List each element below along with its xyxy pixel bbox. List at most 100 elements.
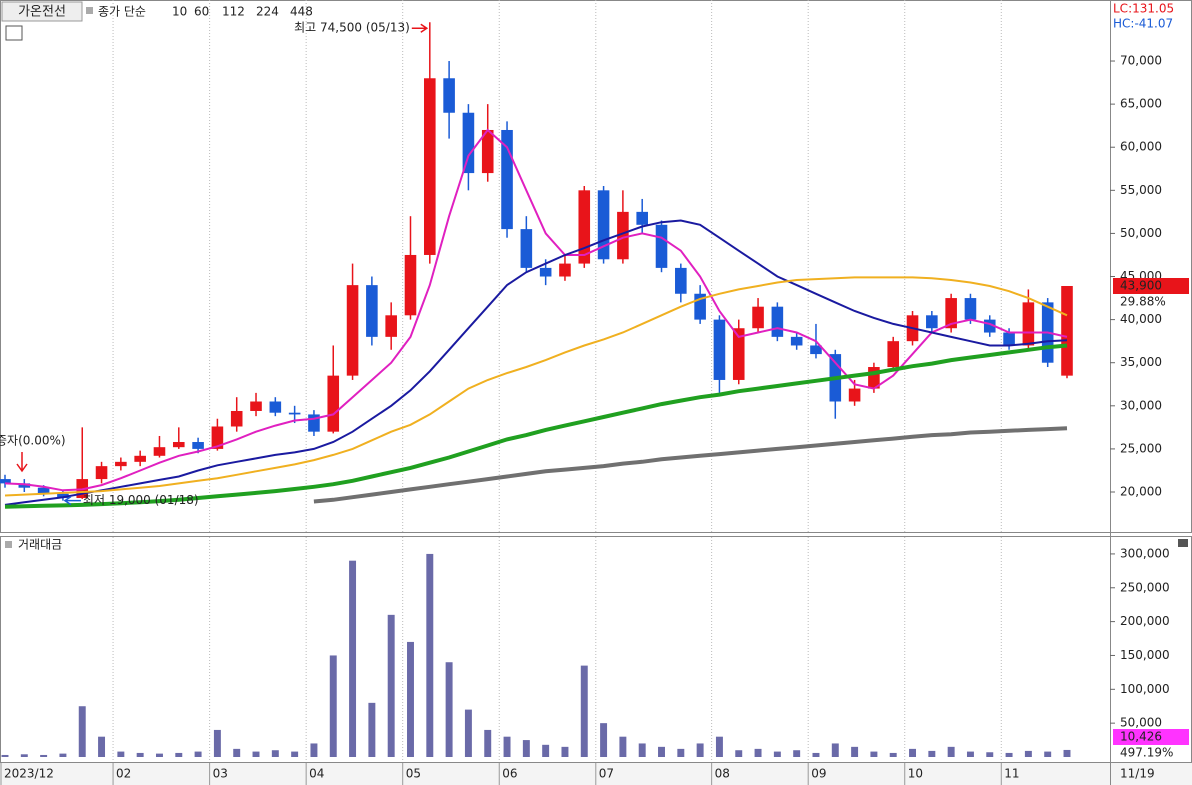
candle-body <box>655 224 668 268</box>
volume-bar <box>561 746 569 757</box>
y-tick-label: 60,000 <box>1120 140 1162 154</box>
y-tick-label: 300,000 <box>1120 546 1170 560</box>
ma-line <box>4 128 1068 492</box>
y-tick-label: 150,000 <box>1120 648 1170 662</box>
panel-button[interactable] <box>1178 539 1188 547</box>
candle-body <box>964 298 977 320</box>
volume-panel <box>0 536 1192 763</box>
candle-body <box>578 190 591 264</box>
candle-body <box>153 447 166 456</box>
candle-body <box>192 442 204 449</box>
stock-name: 가온전선 <box>18 5 66 20</box>
x-tick-label: 07 <box>599 767 614 781</box>
volume-bar <box>59 753 67 757</box>
volume-title: 거래대금 <box>18 538 62 552</box>
candle-body <box>1022 302 1035 346</box>
y-tick-label: 250,000 <box>1120 580 1170 594</box>
y-tick-label: 25,000 <box>1120 441 1162 455</box>
volume-bar <box>387 614 395 757</box>
hc-label: HC:-41.07 <box>1113 17 1173 31</box>
volume-bar <box>233 748 241 757</box>
volume-bar <box>349 560 357 757</box>
volume-bar <box>484 729 492 757</box>
volume-bar <box>368 702 376 757</box>
candle-body <box>675 267 687 294</box>
y-tick-label: 100,000 <box>1120 682 1170 696</box>
y-tick-label: 35,000 <box>1120 355 1162 369</box>
candle-body <box>713 319 726 380</box>
candle-body <box>0 479 11 484</box>
last-price-label: 43,900 <box>1120 278 1162 292</box>
candle-body <box>694 293 706 320</box>
candle-body <box>404 254 417 316</box>
volume-bar <box>947 746 955 757</box>
volume-bar <box>464 709 472 757</box>
volume-bar <box>503 736 511 757</box>
candle-body <box>288 412 301 415</box>
ma-line <box>4 276 1068 497</box>
candle-body <box>134 455 146 462</box>
volume-bar <box>966 751 974 757</box>
volume-bar <box>213 729 221 757</box>
volume-bar <box>889 752 897 757</box>
volume-bar <box>580 665 588 757</box>
candle-body <box>172 442 185 448</box>
candle-body <box>983 319 996 333</box>
candle-body <box>308 414 320 432</box>
volume-bar <box>329 655 337 757</box>
x-tick-label: 2023/12 <box>4 767 54 781</box>
x-tick-label: 06 <box>502 767 517 781</box>
volume-bar <box>175 752 183 757</box>
y-tick-label: 30,000 <box>1120 398 1162 412</box>
candle-body <box>752 306 764 329</box>
candle-body <box>790 336 803 346</box>
x-tick-label: 05 <box>406 767 421 781</box>
volume-bar <box>1005 752 1013 757</box>
volume-bar <box>155 753 163 757</box>
candle-body <box>887 341 900 368</box>
y-tick-label: 50,000 <box>1120 226 1162 240</box>
price-panel <box>0 0 1192 533</box>
candle-body <box>868 367 880 389</box>
candle-body <box>37 487 50 494</box>
candle-body <box>926 315 938 329</box>
legend-entry: 112 <box>222 5 245 19</box>
volume-bar <box>407 641 414 757</box>
candle-body <box>424 78 436 255</box>
x-end-label: 11/19 <box>1120 767 1155 781</box>
x-tick-label: 02 <box>116 767 131 781</box>
ma-line <box>4 219 1068 506</box>
candle-body <box>211 426 224 449</box>
y-tick-label: 55,000 <box>1120 183 1162 197</box>
candle-body <box>520 229 533 268</box>
volume-bar <box>677 748 685 757</box>
x-tick-label: 11 <box>1004 767 1019 781</box>
volume-bar <box>1 754 9 757</box>
candle-body <box>346 285 359 376</box>
lc-label: LC:131.05 <box>1113 2 1174 16</box>
y-tick-label: 200,000 <box>1120 614 1170 628</box>
volume-bar <box>271 750 279 757</box>
candle-body <box>115 461 127 467</box>
candle-body <box>462 112 475 174</box>
volume-bar <box>1044 751 1052 757</box>
change-label: 29.88% <box>1120 294 1166 308</box>
candle-body <box>443 78 455 113</box>
volume-change-label: 497.19% <box>1120 746 1173 760</box>
y-tick-label: 50,000 <box>1120 716 1162 730</box>
table-button[interactable] <box>5 25 23 41</box>
y-tick-label: 65,000 <box>1120 97 1162 111</box>
volume-bar <box>522 740 530 757</box>
candle-body <box>269 401 282 413</box>
ma-type: 종가 단순 <box>98 5 146 19</box>
volume-bar <box>638 743 646 757</box>
candle-body <box>617 211 629 260</box>
candle-body <box>501 129 513 230</box>
stock-name-box[interactable] <box>1 1 83 22</box>
candle-body <box>230 410 243 427</box>
volume-bar <box>310 743 318 757</box>
volume-bar <box>754 748 762 757</box>
volume-bar <box>1024 750 1032 757</box>
volume-bar <box>291 751 299 757</box>
